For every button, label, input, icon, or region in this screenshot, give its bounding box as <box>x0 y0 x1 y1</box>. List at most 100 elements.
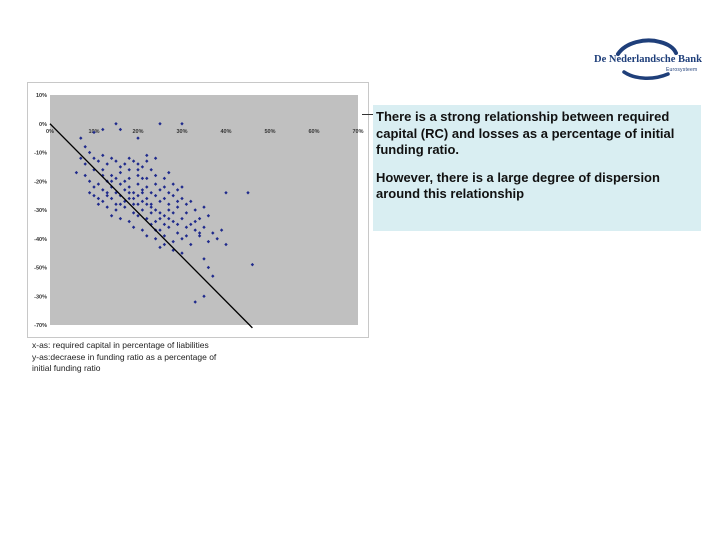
data-point <box>171 193 175 198</box>
data-point <box>87 150 92 155</box>
data-point <box>109 179 114 183</box>
data-point <box>180 251 184 255</box>
data-point <box>145 159 149 163</box>
data-point <box>175 199 180 204</box>
data-point <box>114 202 118 206</box>
data-point <box>171 219 175 224</box>
data-point <box>114 176 118 181</box>
logo-sub-text: Eurosysteem <box>666 67 698 73</box>
dnb-logo: De Nederlandsche Bank Eurosysteem <box>588 34 702 82</box>
data-point <box>105 193 109 198</box>
data-point <box>136 193 140 198</box>
x-tick-label: 60% <box>308 129 319 135</box>
data-point <box>118 165 123 169</box>
data-point <box>180 237 184 241</box>
data-point <box>101 168 105 172</box>
data-point <box>140 228 145 232</box>
y-axis-ticks: 10% 0% -10% -20% -30% -40% -50% -30% -70% <box>34 93 47 329</box>
data-point <box>162 176 167 181</box>
data-point <box>162 242 167 247</box>
data-point <box>224 242 228 247</box>
x-tick-label: 20% <box>132 129 143 135</box>
data-point <box>180 122 184 126</box>
data-point <box>83 145 87 149</box>
data-point <box>162 222 167 227</box>
data-point <box>96 202 101 206</box>
callout-note: There is a strong relationship between r… <box>373 105 701 231</box>
data-point <box>202 225 206 229</box>
data-point <box>193 219 197 224</box>
caption-line-x: x-as: required capital in percentage of … <box>32 340 209 350</box>
data-point <box>167 202 171 206</box>
data-point <box>136 214 140 218</box>
callout-connector <box>362 114 376 115</box>
y-tick-label: -50% <box>34 266 47 272</box>
data-point <box>158 199 162 204</box>
data-point <box>92 185 96 189</box>
data-point <box>101 127 105 132</box>
logo-brand-text: De Nederlandsche Bank <box>594 54 702 65</box>
data-point <box>114 159 118 163</box>
data-point <box>109 173 114 178</box>
data-point <box>118 202 123 206</box>
data-point <box>96 159 101 163</box>
data-point <box>167 191 171 195</box>
data-point <box>167 216 171 221</box>
data-point <box>171 239 175 244</box>
data-point <box>184 234 189 238</box>
chart-canvas: 10% 0% -10% -20% -30% -40% -50% -30% -70% 0% 10% 2… <box>34 93 363 329</box>
data-point <box>149 202 153 206</box>
data-point <box>175 188 180 192</box>
data-point <box>180 216 184 221</box>
x-tick-label: 0% <box>46 129 54 135</box>
data-point <box>127 185 131 189</box>
x-tick-label: 30% <box>176 129 187 135</box>
data-point <box>92 156 96 160</box>
data-point <box>74 170 79 175</box>
data-point <box>180 196 184 201</box>
data-point <box>145 202 149 206</box>
data-point <box>149 168 153 172</box>
note-paragraph-2: However, there is a large degree of disp… <box>376 169 660 202</box>
data-point <box>171 182 175 186</box>
data-point <box>136 162 140 166</box>
x-tick-label: 50% <box>264 129 275 135</box>
data-point <box>206 239 211 244</box>
data-point <box>127 156 131 160</box>
y-tick-label: -20% <box>34 179 47 185</box>
data-point <box>140 165 145 169</box>
data-point <box>167 225 171 229</box>
data-point <box>149 191 153 195</box>
data-point <box>83 173 87 178</box>
data-point <box>118 170 123 175</box>
axis-caption: x-as: required capital in percentage of … <box>32 340 272 375</box>
data-point <box>158 245 162 250</box>
data-point <box>118 127 123 132</box>
caption-line-y: y-as:decraese in funding ratio as a perc… <box>32 351 217 362</box>
data-point <box>109 196 114 201</box>
y-tick-label: -30% <box>34 294 47 300</box>
x-tick-label: 40% <box>220 129 231 135</box>
data-point <box>149 211 153 215</box>
data-point <box>123 188 127 192</box>
data-point <box>206 214 211 218</box>
data-point <box>101 199 105 204</box>
data-point <box>105 191 109 195</box>
data-point <box>136 168 140 172</box>
data-point <box>101 153 105 158</box>
data-point <box>123 162 127 166</box>
data-point <box>145 196 149 201</box>
data-point <box>193 228 197 232</box>
trendline <box>49 123 253 329</box>
data-point <box>215 237 219 241</box>
data-point <box>105 205 109 209</box>
data-point <box>175 205 180 209</box>
data-point <box>145 216 149 221</box>
data-point <box>149 205 153 209</box>
data-point <box>96 196 101 201</box>
data-point <box>123 179 127 183</box>
data-point <box>96 182 101 186</box>
data-point <box>140 191 145 195</box>
data-point <box>79 156 83 160</box>
data-point <box>127 196 131 201</box>
